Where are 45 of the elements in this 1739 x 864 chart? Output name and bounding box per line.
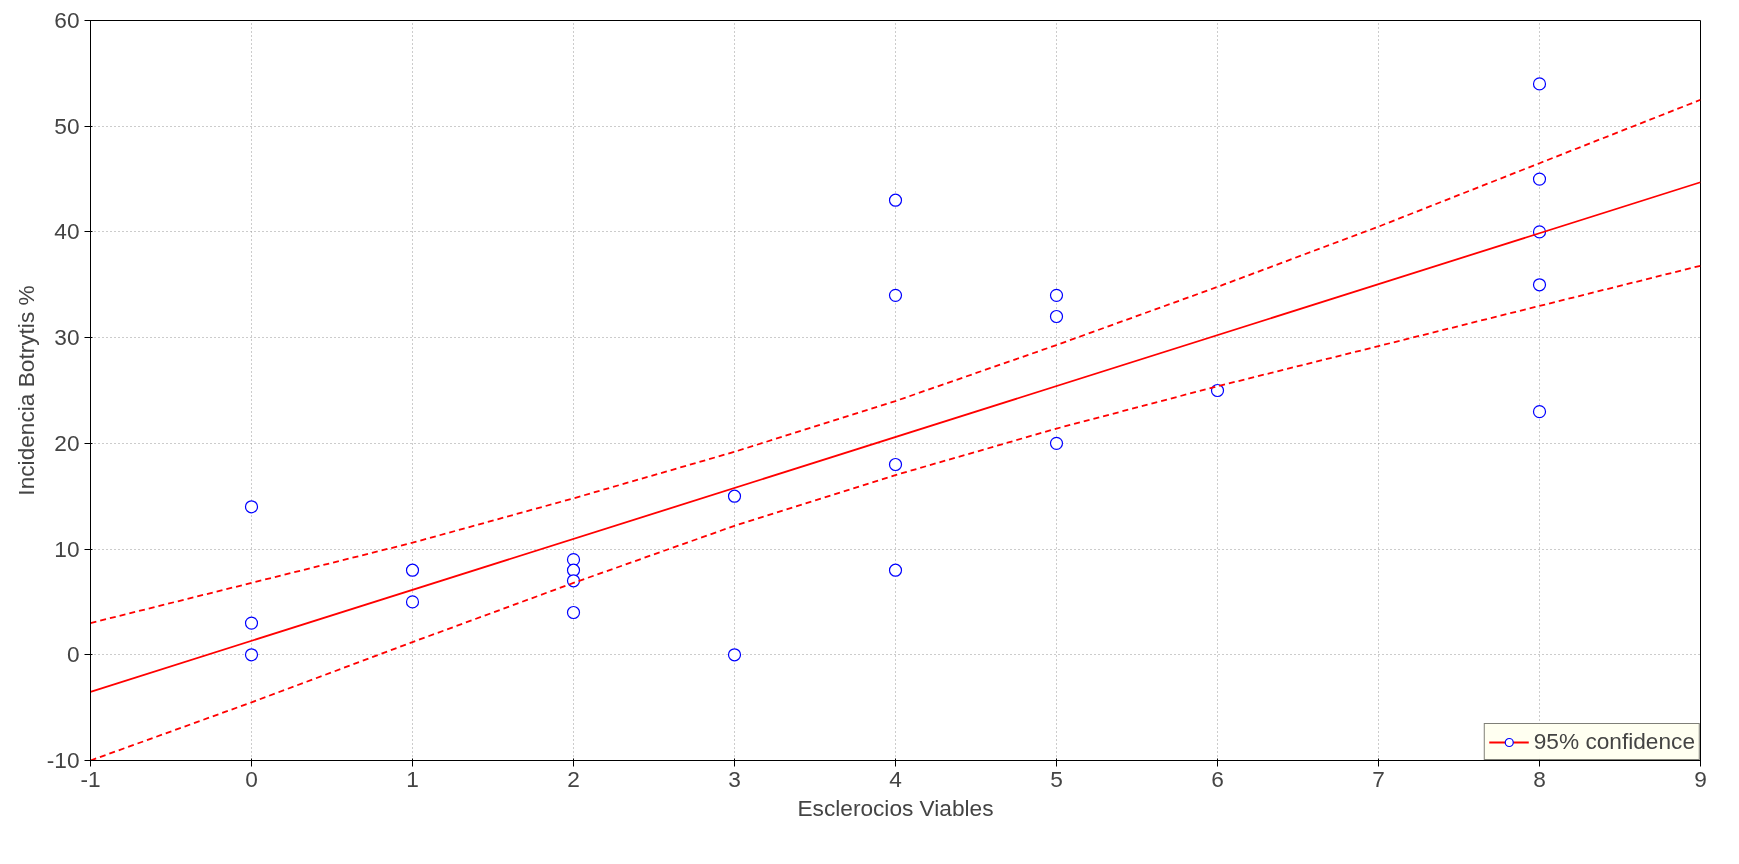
point xyxy=(1049,309,1064,324)
line-series xyxy=(90,98,1701,624)
point xyxy=(727,648,742,662)
x-tick-label: 4 xyxy=(889,765,902,792)
x-tick-label: 3 xyxy=(728,765,741,792)
point xyxy=(1532,172,1547,186)
x-tick-label: 7 xyxy=(1372,765,1385,792)
x-tick-label: 9 xyxy=(1694,765,1707,792)
point xyxy=(566,563,581,577)
point xyxy=(244,500,259,514)
x-tick-label: 6 xyxy=(1211,765,1224,792)
y-axis-title: Incidencia Botrytis % xyxy=(12,285,39,496)
x-tick-label: 5 xyxy=(1050,765,1063,792)
legend-label: 95% confidence xyxy=(1533,728,1695,755)
point xyxy=(888,457,903,472)
x-tick-label: -1 xyxy=(80,765,101,792)
x-tick-label: 1 xyxy=(406,765,419,792)
point xyxy=(566,553,581,567)
y-tick-label: 10 xyxy=(54,535,80,562)
point xyxy=(244,616,259,630)
point xyxy=(1210,383,1225,398)
point xyxy=(1049,436,1064,450)
point xyxy=(888,563,903,577)
point xyxy=(405,595,420,609)
y-tick-label: 60 xyxy=(54,7,80,33)
x-axis-title: Esclerocios Viables xyxy=(797,794,994,821)
y-tick-label: 40 xyxy=(54,218,80,245)
point xyxy=(1049,288,1064,302)
point xyxy=(888,288,903,302)
x-tick-label: 8 xyxy=(1533,765,1546,792)
point xyxy=(888,193,903,207)
y-tick-label: 50 xyxy=(54,112,80,139)
point xyxy=(1532,77,1547,91)
y-tick-label: 30 xyxy=(54,324,80,351)
y-tick-label: 0 xyxy=(66,641,80,668)
point xyxy=(1532,405,1547,419)
x-tick-label: 2 xyxy=(567,765,580,792)
point xyxy=(405,563,420,577)
point xyxy=(1532,278,1547,292)
y-tick-label: -10 xyxy=(46,747,80,773)
y-tick-label: 20 xyxy=(54,429,80,456)
point xyxy=(727,489,742,503)
point xyxy=(244,648,259,662)
point xyxy=(566,605,581,620)
x-tick-label: 0 xyxy=(245,765,258,792)
